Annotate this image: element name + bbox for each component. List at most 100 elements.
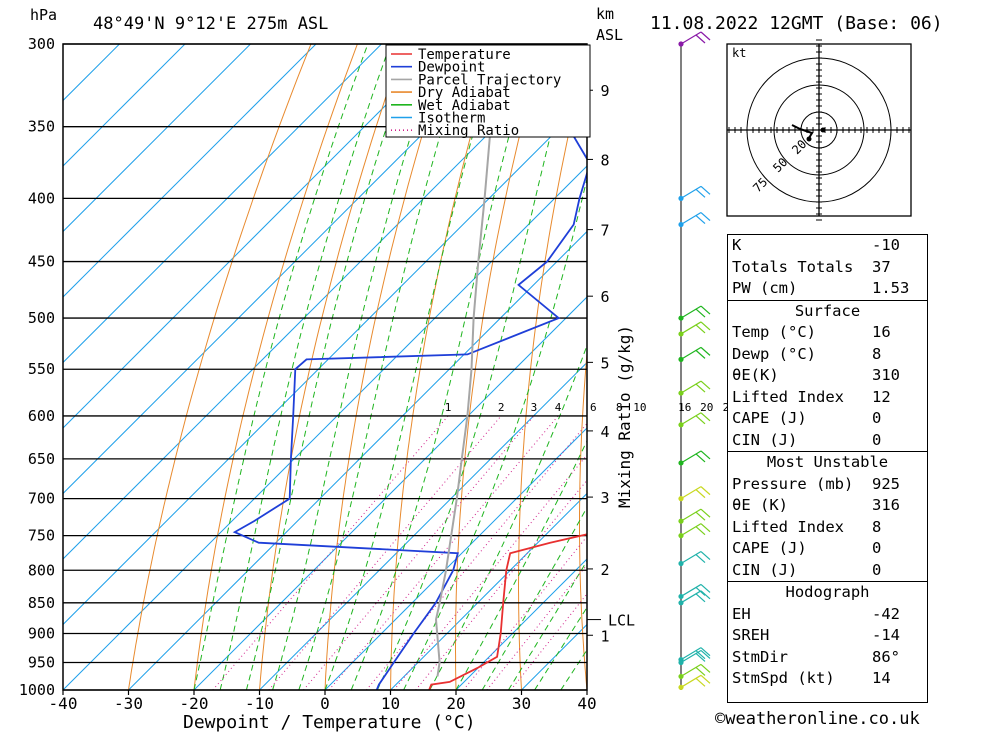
most-unstable-row: θE (K) 316 bbox=[728, 495, 927, 517]
pressure-tick-label: 350 bbox=[28, 118, 55, 136]
isotherm-line bbox=[63, 44, 186, 167]
isotherm-line bbox=[259, 361, 587, 690]
indices-panel: K -10 Totals Totals 37 PW (cm) 1.53 Surface T… bbox=[727, 234, 928, 703]
stability-indices: K -10 Totals Totals 37 PW (cm) 1.53 bbox=[728, 235, 927, 300]
dry-adiabat-line bbox=[639, 44, 683, 690]
surface-row: Lifted Index 12 bbox=[728, 387, 927, 409]
wind-barb bbox=[678, 486, 711, 502]
mixing-ratio-line bbox=[212, 415, 449, 690]
height-km-label: 1 bbox=[600, 627, 609, 645]
mixing-ratio-label: 16 bbox=[678, 401, 691, 414]
most-unstable-row: Lifted Index 8 bbox=[728, 517, 927, 539]
isotherm-line bbox=[128, 230, 587, 690]
hodograph-row: StmDir 86° bbox=[728, 647, 927, 669]
most-unstable-label: θE (K) bbox=[732, 496, 788, 514]
surface-title: Surface bbox=[794, 301, 861, 320]
location-label: 48°49'N 9°12'E 275m ASL bbox=[93, 14, 328, 34]
x-tick-label: -10 bbox=[245, 694, 274, 713]
wet-adiabat-line bbox=[193, 44, 369, 690]
credit-link[interactable]: ©weatheronline.co.uk bbox=[715, 709, 920, 729]
isotherm-line bbox=[63, 44, 579, 560]
km-unit-label: km bbox=[596, 5, 614, 23]
surface-row: θE(K) 310 bbox=[728, 365, 927, 387]
most-unstable-label: Pressure (mb) bbox=[732, 474, 854, 493]
pressure-tick-label: 650 bbox=[28, 450, 55, 468]
pressure-tick-label: 600 bbox=[28, 407, 55, 425]
wind-barb bbox=[678, 551, 711, 567]
profile-series bbox=[232, 44, 587, 690]
x-tick-label: -40 bbox=[49, 694, 78, 713]
x-axis-title: Dewpoint / Temperature (°C) bbox=[183, 712, 476, 733]
legend-entry: Isotherm bbox=[418, 111, 485, 127]
isotherm-line bbox=[63, 99, 587, 626]
height-km-label: 3 bbox=[600, 489, 609, 507]
pressure-tick-label: 750 bbox=[28, 527, 55, 545]
wind-barb bbox=[678, 674, 711, 690]
most-unstable-value: 316 bbox=[872, 496, 900, 514]
wet-adiabat-line bbox=[298, 44, 469, 690]
legend-entry: Parcel Trajectory bbox=[418, 72, 561, 88]
surface-value: 16 bbox=[872, 323, 891, 341]
surface-row: Temp (°C) 16 bbox=[728, 322, 927, 344]
wet-adiabat-line bbox=[219, 44, 391, 690]
wet-adiabat-line bbox=[455, 439, 587, 690]
mixing-ratio-label: 4 bbox=[555, 401, 562, 414]
wind-profile bbox=[678, 31, 711, 690]
most-unstable-value: 0 bbox=[872, 539, 882, 557]
index-value: -10 bbox=[872, 236, 900, 254]
pressure-tick-label: 450 bbox=[28, 253, 55, 271]
mixing-ratio-label: 2 bbox=[498, 401, 505, 414]
wet-adiabat-line bbox=[350, 44, 535, 690]
x-tick-label: -20 bbox=[180, 694, 209, 713]
x-tick-label: -30 bbox=[114, 694, 143, 713]
asl-unit-label: ASL bbox=[596, 26, 623, 44]
surface-label: CIN (J) bbox=[732, 430, 798, 449]
hodograph-label: SREH bbox=[732, 626, 770, 644]
most-unstable-value: 0 bbox=[872, 560, 882, 579]
wet-adiabat-line bbox=[324, 44, 500, 690]
surface-value: 0 bbox=[872, 409, 882, 427]
hodograph-section: Hodograph EH -42 SREH -14 StmDir 86° StmSpd (k… bbox=[728, 581, 927, 690]
surface-value: 0 bbox=[872, 430, 882, 449]
wind-barb bbox=[678, 583, 711, 600]
wind-barb bbox=[678, 450, 711, 466]
index-row: K -10 bbox=[728, 235, 927, 257]
surface-label: Lifted Index bbox=[732, 387, 844, 406]
wind-barb bbox=[678, 31, 711, 47]
dry-adiabat-line bbox=[958, 44, 1000, 690]
legend-entry: Temperature bbox=[418, 47, 511, 63]
hodograph-value: -14 bbox=[872, 626, 900, 644]
index-value: 1.53 bbox=[872, 279, 910, 297]
legend-entry: Wet Adiabat bbox=[418, 98, 511, 114]
isotherm-line bbox=[63, 44, 382, 364]
wind-barb bbox=[678, 508, 711, 524]
surface-row: CIN (J) 0 bbox=[728, 430, 927, 452]
isotherm-line bbox=[63, 44, 317, 298]
isotherm-line bbox=[455, 558, 587, 690]
dry-adiabat-line bbox=[696, 44, 729, 690]
wind-barb bbox=[678, 346, 711, 362]
legend-entry: Dry Adiabat bbox=[418, 85, 511, 101]
x-tick-label: 30 bbox=[512, 694, 531, 713]
hodograph-row: EH -42 bbox=[728, 604, 927, 626]
hodograph-row: StmSpd (kt) 14 bbox=[728, 668, 927, 690]
isobars bbox=[63, 43, 587, 691]
pressure-tick-label: 800 bbox=[28, 561, 55, 579]
wind-barb bbox=[678, 212, 711, 228]
pressure-tick-label: 300 bbox=[28, 35, 55, 53]
most-unstable-row: CAPE (J) 0 bbox=[728, 538, 927, 560]
height-km-label: 2 bbox=[600, 561, 609, 579]
wind-barb bbox=[678, 380, 711, 396]
pressure-tick-label: 400 bbox=[28, 189, 55, 207]
mixing-ratio-label: 10 bbox=[633, 401, 646, 414]
pressure-tick-label: 900 bbox=[28, 624, 55, 642]
wind-barb bbox=[678, 185, 711, 201]
wind-barb bbox=[678, 321, 711, 337]
mixing-ratio-label: 20 bbox=[700, 401, 713, 414]
mixing-ratio-label: 3 bbox=[531, 401, 538, 414]
isotherm-line bbox=[63, 44, 251, 233]
surface-label: CAPE (J) bbox=[732, 409, 807, 427]
mixing-ratio-line bbox=[486, 563, 587, 690]
storm-motion-marker bbox=[820, 127, 826, 133]
